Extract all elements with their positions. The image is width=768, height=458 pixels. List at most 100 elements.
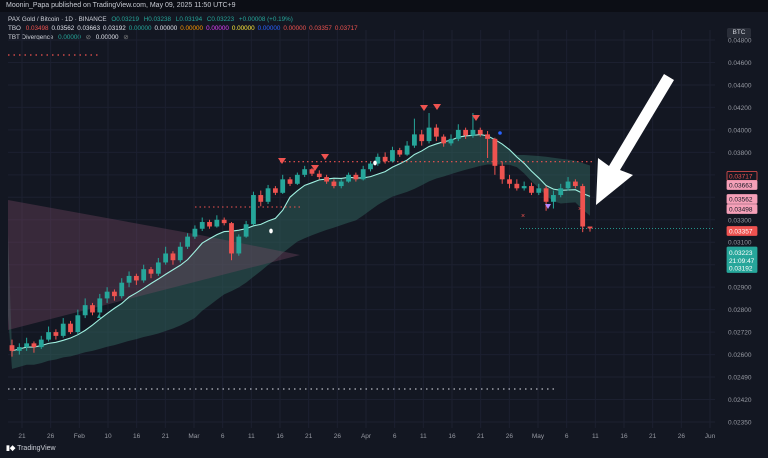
price-tick-label: 0.04000: [728, 127, 752, 134]
candle-body: [75, 315, 81, 333]
candle-body: [141, 269, 147, 281]
cloud-area: [8, 134, 590, 369]
candle-body: [529, 186, 534, 193]
price-tick-label: 0.02900: [728, 285, 752, 292]
time-tick-label: 21: [477, 433, 485, 440]
price-tick-label: 0.02600: [728, 352, 752, 359]
candle-body: [294, 174, 300, 184]
symbol-button[interactable]: BTC: [727, 28, 751, 38]
candle-body: [82, 305, 88, 316]
candle-body: [163, 253, 169, 263]
candle-body: [185, 236, 190, 247]
candle-body: [470, 129, 476, 136]
tradingview-logo-text: TradingView: [17, 445, 56, 452]
legend-tbt-v1: 0.00000: [58, 34, 81, 41]
price-tick-label: 0.03300: [728, 217, 752, 224]
legend-change: +0.00008 (+0.19%): [238, 16, 293, 23]
candle-body: [60, 323, 66, 336]
time-axis[interactable]: 21 26 Feb 10 16 21 Mar 6 11 16 21 26 Apr 6 11 16 21 26 May…: [18, 433, 715, 440]
candle-body: [229, 223, 234, 254]
price-tick-label: 0.04200: [728, 105, 752, 112]
candle-body: [338, 181, 344, 187]
legend-tbt-v2: 0.00000: [95, 34, 119, 41]
time-tick-label: Feb: [74, 433, 86, 440]
price-label: 0.03562: [729, 197, 753, 204]
candle-body: [133, 275, 139, 281]
time-tick-label: 21: [162, 433, 170, 440]
signal-markers: ××: [97, 104, 582, 318]
candle-body: [126, 275, 132, 283]
sell-signal-marker: [472, 115, 480, 121]
candle-body: [485, 134, 490, 139]
candle-body: [572, 181, 578, 187]
price-label: 0.03223: [729, 250, 753, 257]
legend-tbt[interactable]: TBT Divergence 0.00000 ⊘ 0.00000 ⊘: [8, 34, 131, 41]
white-dot-marker: [269, 228, 273, 234]
candle-body: [499, 165, 505, 180]
candle-body: [360, 169, 366, 180]
countdown-label: 21:09:47: [729, 258, 755, 265]
price-tick-label: 0.02720: [728, 330, 752, 337]
candle-body: [492, 138, 498, 166]
legend-high: H0.03238: [143, 16, 172, 23]
price-label-box: [726, 180, 758, 190]
price-label-box: [726, 226, 758, 236]
legend-tbo[interactable]: TBO 0.03498 0.03562 0.03663 0.03192 0.00000 0…: [8, 25, 361, 32]
price-tick-label: 0.02490: [728, 375, 752, 382]
price-tick-label: 0.03100: [728, 240, 752, 247]
candle-body: [90, 305, 95, 313]
candle-body: [419, 134, 425, 142]
candle-body: [346, 174, 351, 182]
time-tick-label: 6: [221, 433, 225, 440]
candle-body: [46, 332, 51, 340]
candle-body: [551, 195, 556, 202]
time-tick-label: 26: [334, 433, 342, 440]
time-tick-label: 26: [47, 433, 55, 440]
candle-body: [353, 174, 359, 180]
legend-tbo-value: 0.00000: [283, 25, 307, 32]
time-tick-label: 21: [18, 433, 26, 440]
annotation-arrow: [596, 74, 674, 205]
time-tick-label: 10: [104, 433, 112, 440]
price-label: 0.03498: [729, 207, 753, 214]
legend-tbo-value: 0.03192: [103, 25, 126, 32]
white-dot-marker: [373, 160, 377, 166]
candle-body: [463, 129, 469, 136]
price-axis[interactable]: 0.04800 0.04600 0.04400 0.04200 0.04000 0.038…: [726, 38, 758, 427]
candle-body: [16, 347, 22, 351]
legend-tbo-value: 0.03717: [334, 25, 358, 32]
white-arrow-shape: [596, 74, 674, 205]
blue-dot-marker: [498, 131, 502, 135]
time-tick-label: Mar: [188, 433, 200, 440]
price-label: 0.03717: [729, 174, 753, 181]
candle-body: [536, 188, 542, 193]
candle-body: [24, 343, 30, 348]
eye-off-icon[interactable]: ⊘: [85, 34, 91, 41]
legend-tbo-title: TBO: [8, 25, 21, 32]
eye-off-icon[interactable]: ⊘: [123, 34, 129, 41]
candle-body: [207, 222, 212, 227]
candle-body: [543, 188, 549, 202]
candle-body: [316, 173, 322, 178]
candle-body: [243, 224, 249, 237]
candle-body: [580, 186, 586, 227]
candles: [9, 113, 593, 357]
time-tick-label: 11: [248, 433, 255, 440]
time-tick-label: 11: [420, 433, 427, 440]
legend-tbo-value: 0.00000: [128, 25, 152, 32]
candle-body: [53, 332, 59, 336]
candle-body: [375, 156, 381, 164]
legend-tbo-value: 0.00000: [257, 25, 281, 32]
time-tick-label: 16: [620, 433, 628, 440]
time-tick-label: 6: [393, 433, 397, 440]
candle-body: [412, 134, 417, 146]
price-label: 0.03663: [729, 183, 753, 190]
candle-body: [397, 150, 403, 155]
candle-body: [199, 222, 205, 229]
chart-pane[interactable]: PAX Gold / Bitcoin · 1D · BINANCE O0.032…: [0, 12, 768, 458]
candle-body: [272, 188, 278, 193]
candle-body: [9, 345, 15, 351]
time-tick-label: 26: [506, 433, 514, 440]
price-tick-label: 0.02350: [728, 420, 752, 427]
